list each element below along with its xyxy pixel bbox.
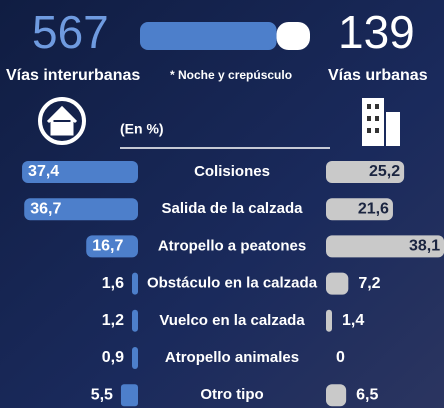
bar (326, 198, 393, 221)
bar (132, 347, 138, 369)
bar (120, 384, 138, 407)
category-label: Atropello animales (165, 349, 299, 366)
unit-label: (En %) (120, 121, 164, 137)
value-label: 6,5 (356, 386, 378, 403)
series-label: Vías urbanas (328, 67, 428, 84)
value-label: 1,6 (102, 275, 124, 292)
bar (132, 272, 138, 295)
bar (24, 198, 139, 221)
category-label: Obstáculo en la calzada (147, 275, 318, 292)
bar (326, 235, 444, 258)
value-label: 38,1 (409, 238, 440, 255)
bar (132, 309, 138, 332)
value-label: 37,4 (28, 163, 59, 180)
value-label: 36,7 (30, 200, 61, 217)
total-urban: 139 (338, 6, 415, 58)
category-label: Vuelco en la calzada (159, 312, 305, 329)
total-bar (140, 22, 277, 50)
bar (326, 384, 347, 407)
total-bar (276, 22, 310, 50)
bar (86, 235, 138, 258)
value-label: 7,2 (358, 275, 380, 292)
bar (326, 309, 332, 332)
bar (326, 272, 349, 295)
value-label: 21,6 (358, 200, 389, 217)
subtitle: * Noche y crepúsculo (170, 68, 292, 82)
icon-urban (362, 98, 400, 146)
bar (22, 161, 139, 183)
category-label: Salida de la calzada (162, 200, 304, 217)
bar (326, 161, 405, 183)
total-interurban: 567 (32, 6, 109, 58)
category-label: Atropello a peatones (158, 237, 306, 254)
series-label: Vías interurbanas (6, 67, 140, 84)
value-label: 25,2 (369, 163, 400, 180)
value-label: 1,2 (102, 312, 124, 329)
value-label: 0,9 (102, 349, 124, 366)
category-label: Colisiones (194, 163, 270, 180)
value-label: 16,7 (92, 238, 123, 255)
category-label: Otro tipo (200, 386, 263, 403)
value-label: 1,4 (342, 312, 364, 329)
icon-interurban (38, 97, 86, 145)
value-label: 0 (336, 349, 345, 366)
value-label: 5,5 (91, 386, 113, 403)
